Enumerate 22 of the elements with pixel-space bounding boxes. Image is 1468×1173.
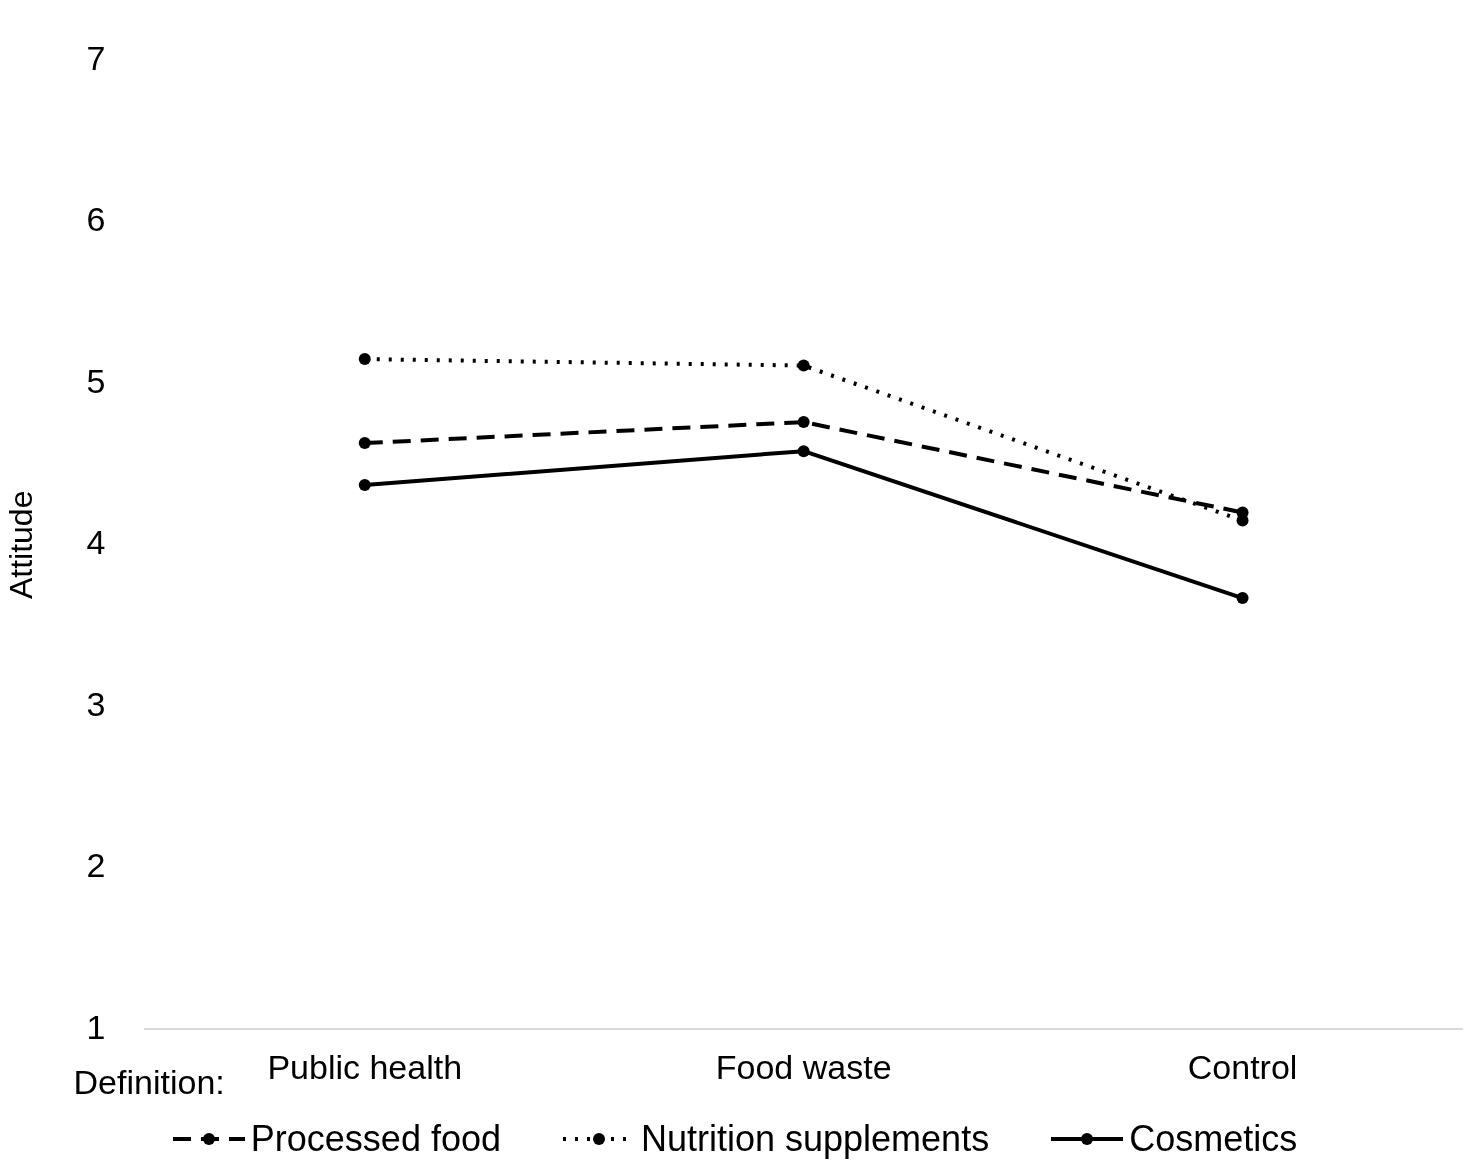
legend-label: Cosmetics [1129, 1118, 1298, 1160]
y-tick-label: 7 [86, 38, 106, 77]
x-tick-label: Public health [267, 1047, 463, 1086]
point [797, 416, 810, 429]
x-axis-title: Definition: [73, 1062, 225, 1101]
point [358, 479, 371, 492]
x-tick-label: Control [1187, 1047, 1298, 1086]
point [358, 353, 371, 366]
point [797, 359, 810, 372]
point [797, 445, 810, 458]
point [1236, 592, 1249, 605]
legend-label: Nutrition supplements [640, 1118, 990, 1160]
y-tick-label: 6 [86, 200, 106, 239]
y-tick-label: 3 [86, 684, 106, 723]
x-tick-label: Food waste [715, 1047, 892, 1086]
y-axis-title: Attitude [3, 490, 40, 600]
y-tick-label: 4 [86, 523, 106, 562]
y-tick-label: 5 [86, 361, 106, 400]
legend-label: Processed food [250, 1118, 501, 1160]
point [358, 437, 371, 450]
y-tick-label: 1 [86, 1007, 106, 1046]
y-tick-label: 2 [86, 846, 106, 885]
